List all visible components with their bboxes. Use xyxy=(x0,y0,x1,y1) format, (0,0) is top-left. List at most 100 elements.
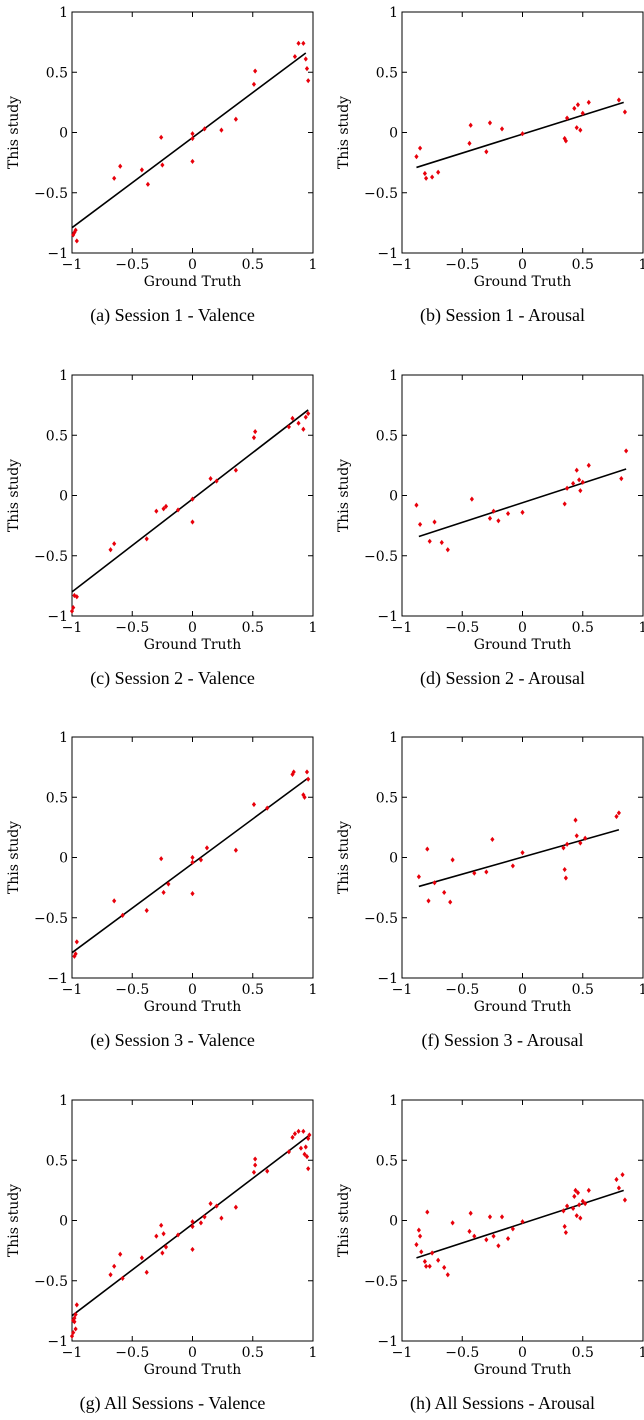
regression-line xyxy=(71,52,307,229)
data-point xyxy=(144,907,149,914)
panel-caption: (d) Session 2 - Arousal xyxy=(420,668,585,689)
x-tick-label: −0.5 xyxy=(445,982,479,998)
data-point xyxy=(575,102,581,108)
x-axis-label: Ground Truth xyxy=(474,274,571,290)
y-tick-label: 0.5 xyxy=(376,65,398,81)
data-point xyxy=(432,519,437,525)
panel-caption: (b) Session 1 - Arousal xyxy=(420,305,585,326)
data-point xyxy=(496,518,501,524)
data-point xyxy=(112,175,117,181)
data-point xyxy=(442,1264,447,1271)
x-tick-label: 0 xyxy=(518,257,527,273)
data-point xyxy=(112,541,117,547)
data-point xyxy=(520,509,525,515)
y-tick-label: 0 xyxy=(59,851,68,867)
y-tick-label: −1 xyxy=(47,1334,68,1350)
data-point xyxy=(120,1275,125,1281)
data-point xyxy=(467,140,472,146)
regression-line xyxy=(71,409,309,593)
data-point xyxy=(562,866,567,873)
data-point xyxy=(586,1187,591,1193)
data-point xyxy=(74,939,79,945)
data-point xyxy=(304,1154,310,1160)
data-point xyxy=(572,105,577,111)
panel-caption: (a) Session 1 - Valence xyxy=(90,305,255,326)
data-point xyxy=(290,415,295,421)
x-tick-label: −0.5 xyxy=(445,620,479,636)
y-tick-label: 1 xyxy=(389,730,398,746)
data-point xyxy=(424,175,429,181)
data-point xyxy=(161,1231,166,1237)
x-tick-label: −0.5 xyxy=(115,1345,149,1361)
data-point xyxy=(71,232,76,238)
y-tick-label: −0.5 xyxy=(34,186,68,202)
data-point xyxy=(159,1222,164,1228)
data-point xyxy=(571,1205,576,1212)
data-point xyxy=(74,594,79,600)
data-point xyxy=(175,1232,181,1238)
data-point xyxy=(303,1144,308,1150)
y-tick-label: −0.5 xyxy=(34,1274,68,1290)
plot-frame xyxy=(71,374,314,617)
panel-caption: (g) All Sessions - Valence xyxy=(80,1393,266,1414)
regression-line xyxy=(418,829,620,888)
x-tick-label: 1 xyxy=(639,982,644,998)
data-point xyxy=(219,1215,224,1221)
y-tick-label: 0 xyxy=(389,489,398,505)
data-point xyxy=(574,125,579,131)
data-point xyxy=(69,608,75,614)
y-axis-label: This study xyxy=(6,1184,22,1257)
data-point xyxy=(198,1220,204,1226)
data-point xyxy=(301,1128,306,1134)
data-point xyxy=(565,841,570,847)
data-point xyxy=(487,515,493,521)
data-point xyxy=(190,496,195,502)
data-point xyxy=(414,502,419,508)
data-point xyxy=(577,477,582,483)
scatter-panel-a: −1−1 −0.5 −0.5 0 0 0.5 0.5 1 1 Ground Truth This s… xyxy=(6,5,317,326)
data-point xyxy=(417,1233,423,1239)
data-point xyxy=(251,81,257,87)
y-tick-label: 0 xyxy=(59,489,68,505)
y-tick-label: 0.5 xyxy=(46,65,68,81)
data-point xyxy=(484,869,489,875)
data-point xyxy=(160,162,165,168)
data-point xyxy=(583,1201,588,1207)
data-point xyxy=(190,891,195,897)
y-tick-label: 0 xyxy=(389,851,398,867)
y-tick-label: −1 xyxy=(377,971,398,987)
x-tick-label: 0.5 xyxy=(242,257,264,273)
y-tick-label: 0.5 xyxy=(46,790,68,806)
y-tick-label: 1 xyxy=(389,368,398,384)
data-point xyxy=(306,410,311,417)
data-point xyxy=(190,859,195,865)
data-point xyxy=(430,1250,435,1256)
data-point xyxy=(520,850,525,856)
data-point xyxy=(472,1233,477,1239)
y-tick-label: 1 xyxy=(389,1093,398,1109)
data-point xyxy=(578,1215,583,1221)
x-tick-label: −1 xyxy=(392,982,413,998)
x-tick-label: 0 xyxy=(188,620,197,636)
x-axis-label: Ground Truth xyxy=(474,1362,571,1378)
data-point xyxy=(422,1258,427,1265)
x-tick-label: −1 xyxy=(62,620,83,636)
data-point xyxy=(204,845,210,851)
data-point xyxy=(251,435,257,441)
x-tick-label: −0.5 xyxy=(445,1345,479,1361)
data-point xyxy=(496,1243,501,1249)
plot-frame xyxy=(401,374,644,617)
data-point xyxy=(445,1272,450,1278)
data-point xyxy=(190,131,195,137)
y-tick-label: −0.5 xyxy=(364,549,398,565)
data-point xyxy=(154,508,159,514)
x-tick-label: 0.5 xyxy=(242,620,264,636)
x-tick-label: −1 xyxy=(392,620,413,636)
data-point xyxy=(574,833,579,839)
data-point xyxy=(233,467,238,473)
data-point xyxy=(578,488,583,494)
data-point xyxy=(286,424,291,430)
data-point xyxy=(425,846,430,852)
data-point xyxy=(614,813,619,820)
data-point xyxy=(73,1311,78,1318)
